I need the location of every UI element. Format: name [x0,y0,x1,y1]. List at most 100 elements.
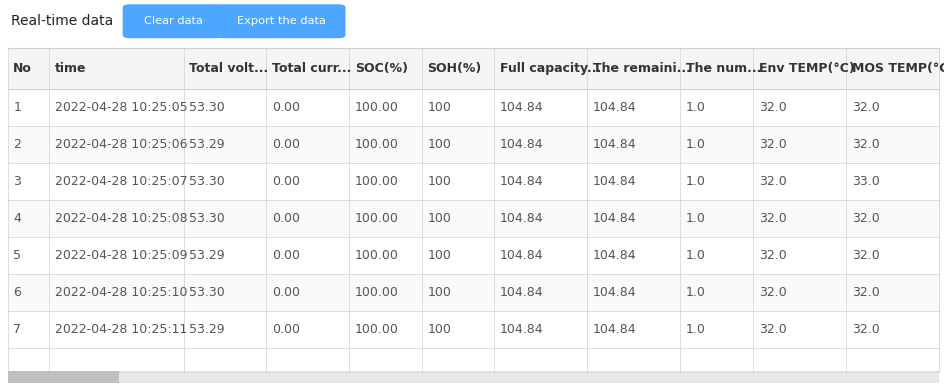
Text: 53.30: 53.30 [189,101,225,114]
Text: MOS TEMP(°C): MOS TEMP(°C) [851,62,944,75]
Text: 7: 7 [13,323,21,336]
Text: 100.00: 100.00 [355,175,398,188]
FancyBboxPatch shape [123,4,225,38]
Text: 2022-04-28 10:25:10: 2022-04-28 10:25:10 [55,286,187,299]
Text: 1.0: 1.0 [686,286,706,299]
Text: 0.00: 0.00 [272,175,300,188]
Bar [8,371,119,383]
Text: 2022-04-28 10:25:08: 2022-04-28 10:25:08 [55,212,187,225]
Text: 100: 100 [428,101,451,114]
Text: 1.0: 1.0 [686,175,706,188]
Bar [8,200,939,237]
Text: 32.0: 32.0 [759,175,786,188]
Text: 104.84: 104.84 [593,249,636,262]
Text: 2022-04-28 10:25:07: 2022-04-28 10:25:07 [55,175,187,188]
Text: No: No [13,62,32,75]
Text: 0.00: 0.00 [272,212,300,225]
Bar [8,237,939,274]
Text: 53.30: 53.30 [189,175,225,188]
Text: Full capacity...: Full capacity... [499,62,601,75]
Text: 32.0: 32.0 [759,212,786,225]
Text: 100.00: 100.00 [355,323,398,336]
Text: Real-time data: Real-time data [11,14,113,28]
Text: 100.00: 100.00 [355,249,398,262]
Text: 2022-04-28 10:25:05: 2022-04-28 10:25:05 [55,101,187,114]
Bar [8,163,939,200]
Text: 32.0: 32.0 [759,249,786,262]
Text: 104.84: 104.84 [499,175,544,188]
Text: 104.84: 104.84 [593,323,636,336]
Text: Total volt...: Total volt... [189,62,268,75]
Text: 32.0: 32.0 [759,101,786,114]
Text: The remaini...: The remaini... [593,62,691,75]
Bar [8,48,939,89]
Text: 1: 1 [13,101,21,114]
Text: 0.00: 0.00 [272,323,300,336]
Text: 32.0: 32.0 [851,249,880,262]
Text: The num...: The num... [686,62,762,75]
Text: 104.84: 104.84 [593,175,636,188]
Text: 104.84: 104.84 [499,212,544,225]
Text: 100: 100 [428,323,451,336]
Text: 104.84: 104.84 [499,101,544,114]
Text: 100: 100 [428,286,451,299]
Text: 0.00: 0.00 [272,286,300,299]
Text: 2022-04-28 10:25:09: 2022-04-28 10:25:09 [55,249,187,262]
Text: 100.00: 100.00 [355,101,398,114]
Text: 32.0: 32.0 [851,101,880,114]
Text: SOC(%): SOC(%) [355,62,408,75]
Text: 4: 4 [13,212,21,225]
Text: 104.84: 104.84 [593,101,636,114]
Text: 5: 5 [13,249,21,262]
FancyBboxPatch shape [217,4,346,38]
Text: 104.84: 104.84 [499,323,544,336]
Text: 104.84: 104.84 [593,212,636,225]
Text: Total curr...: Total curr... [272,62,351,75]
Text: 104.84: 104.84 [499,286,544,299]
Text: 3: 3 [13,175,21,188]
Text: 100.00: 100.00 [355,286,398,299]
Text: 104.84: 104.84 [593,286,636,299]
Text: Env TEMP(°C): Env TEMP(°C) [759,62,854,75]
Text: 53.29: 53.29 [189,249,225,262]
Text: 100: 100 [428,249,451,262]
Text: 0.00: 0.00 [272,101,300,114]
Text: Clear data: Clear data [144,16,203,26]
Text: 104.84: 104.84 [593,138,636,151]
Text: 53.30: 53.30 [189,286,225,299]
Text: 53.29: 53.29 [189,323,225,336]
Text: 32.0: 32.0 [759,138,786,151]
Text: SOH(%): SOH(%) [428,62,481,75]
Text: 0.00: 0.00 [272,138,300,151]
Bar [8,126,939,163]
Bar [8,348,939,372]
Text: Export the data: Export the data [237,16,326,26]
Text: 1.0: 1.0 [686,249,706,262]
Text: 1.0: 1.0 [686,323,706,336]
Text: 1.0: 1.0 [686,138,706,151]
Text: 0.00: 0.00 [272,249,300,262]
Text: 2022-04-28 10:25:06: 2022-04-28 10:25:06 [55,138,187,151]
Text: 100.00: 100.00 [355,212,398,225]
Text: 32.0: 32.0 [851,323,880,336]
Text: 2: 2 [13,138,21,151]
Text: 100: 100 [428,212,451,225]
Text: 53.29: 53.29 [189,138,225,151]
Text: 53.30: 53.30 [189,212,225,225]
Text: 32.0: 32.0 [851,286,880,299]
Bar [8,274,939,311]
Text: time: time [55,62,86,75]
Text: 100: 100 [428,175,451,188]
Bar [8,311,939,348]
Text: 6: 6 [13,286,21,299]
Text: 1.0: 1.0 [686,212,706,225]
Text: 100.00: 100.00 [355,138,398,151]
Text: 100: 100 [428,138,451,151]
Bar [8,371,939,383]
Text: 32.0: 32.0 [759,286,786,299]
Text: 32.0: 32.0 [851,212,880,225]
Text: 104.84: 104.84 [499,138,544,151]
Text: 104.84: 104.84 [499,249,544,262]
Text: 32.0: 32.0 [759,323,786,336]
Text: 2022-04-28 10:25:11: 2022-04-28 10:25:11 [55,323,187,336]
